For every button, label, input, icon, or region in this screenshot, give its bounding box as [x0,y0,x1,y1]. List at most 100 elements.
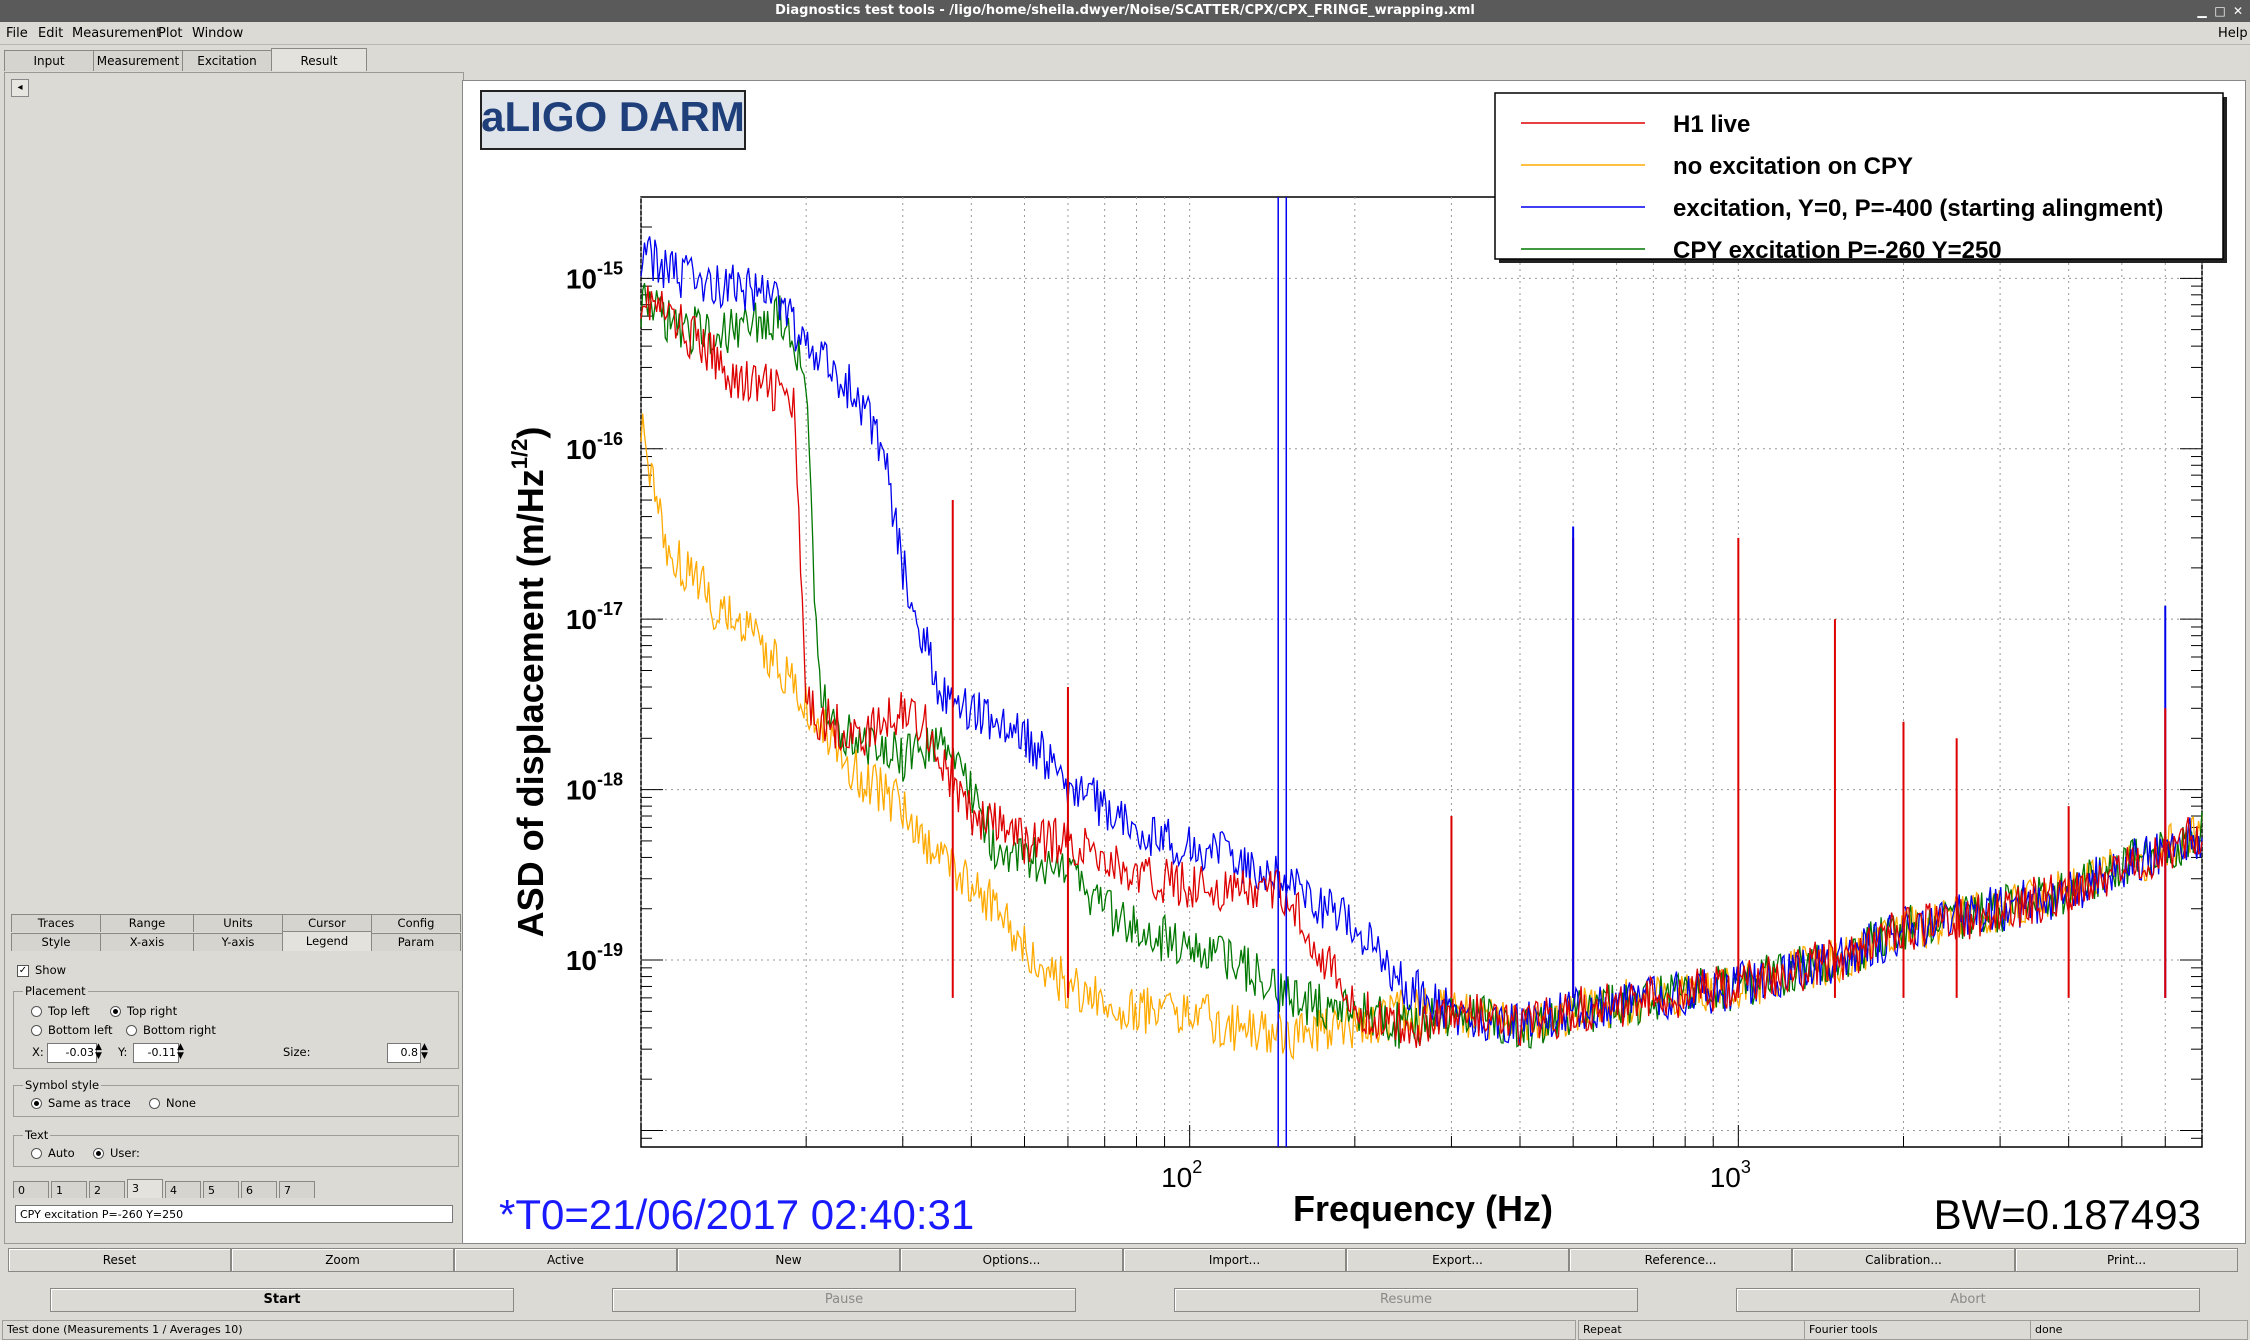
status-repeat: Repeat [1578,1320,1806,1340]
radio-text-auto[interactable]: Auto [31,1146,75,1160]
trace-tab-5[interactable]: 5 [203,1181,239,1198]
legend-entry-label: H1 live [1673,111,1750,138]
menu-plot[interactable]: Plot [158,26,183,41]
plot-canvas[interactable]: aLIGO DARM 10-15 10-16 10-17 10-18 10-19 102 10… [462,80,2246,1244]
size-spin-arrows-icon[interactable]: ▲ ▼ [421,1042,428,1061]
tab-measurement[interactable]: Measurement [93,50,183,71]
window-titlebar: Diagnostics test tools - /ligo/home/shei… [0,0,2250,22]
menu-help[interactable]: Help [2218,26,2248,41]
y-tick-label: 10-17 [566,599,623,635]
legend-entry-label: no excitation on CPY [1673,153,1913,180]
series-line-2 [640,236,2203,1046]
radio-text-user[interactable]: User: [93,1146,140,1160]
statusbar: Test done (Measurements 1 / Averages 10)… [0,1318,2250,1340]
menu-window[interactable]: Window [192,26,244,41]
menubar: File Edit Measurement Plot Window Help [0,22,2250,45]
tab-traces[interactable]: Traces [11,914,101,932]
active-button[interactable]: Active [454,1248,677,1272]
abort-button[interactable]: Abort [1736,1288,2200,1312]
y-position-input[interactable]: -0.11 [133,1043,179,1063]
x-tick-label: 102 [1161,1157,1202,1193]
x-axis-label: Frequency (Hz) [1293,1188,1553,1229]
tab-cursor[interactable]: Cursor [282,914,372,932]
top-left-label: Top left [48,1004,90,1018]
none-label: None [166,1096,197,1110]
radio-top-right[interactable]: Top right [110,1004,177,1018]
tab-input[interactable]: Input [4,50,94,71]
bandwidth-label: BW=0.187493 [1934,1191,2201,1238]
top-right-label: Top right [127,1004,178,1018]
start-button[interactable]: Start [50,1288,514,1312]
symbol-style-group [13,1085,459,1117]
trace-tab-4[interactable]: 4 [165,1181,201,1198]
tab-result[interactable]: Result [271,48,367,71]
plot-svg[interactable]: aLIGO DARM 10-15 10-16 10-17 10-18 10-19 102 10… [463,81,2245,1243]
tab-legend[interactable]: Legend [282,931,372,951]
reference-button[interactable]: Reference... [1569,1248,1792,1272]
trace-tab-0[interactable]: 0 [13,1181,49,1198]
t0-timestamp: *T0=21/06/2017 02:40:31 [499,1191,974,1238]
user-label: User: [110,1146,140,1160]
status-state: done [2030,1320,2248,1340]
x-spin-arrows-icon[interactable]: ▲ ▼ [95,1042,102,1061]
auto-label: Auto [48,1146,75,1160]
radio-same-as-trace[interactable]: Same as trace [31,1096,131,1110]
size-input[interactable]: 0.8 [387,1043,421,1063]
legend-entry-label: CPY excitation P=-260 Y=250 [1673,237,2002,264]
checkmark-icon: ✓ [17,964,29,977]
same-as-trace-label: Same as trace [48,1096,131,1110]
pause-button[interactable]: Pause [612,1288,1076,1312]
menu-measurement[interactable]: Measurement [72,26,162,41]
options-button[interactable]: Options... [900,1248,1123,1272]
menu-file[interactable]: File [6,26,28,41]
tab-x-axis[interactable]: X-axis [100,933,194,951]
radio-symbol-none[interactable]: None [149,1096,196,1110]
tab-style[interactable]: Style [11,933,101,951]
trace-tab-6[interactable]: 6 [241,1181,277,1198]
tab-range[interactable]: Range [100,914,194,932]
legend-box[interactable] [1494,92,2224,260]
show-label: Show [35,963,67,977]
text-title: Text [23,1128,51,1142]
import-button[interactable]: Import... [1123,1248,1346,1272]
tab-y-axis[interactable]: Y-axis [193,933,283,951]
resume-button[interactable]: Resume [1174,1288,1638,1312]
print-button[interactable]: Print... [2015,1248,2238,1272]
size-label: Size: [283,1045,311,1059]
calibration-button[interactable]: Calibration... [1792,1248,2015,1272]
radio-bottom-left[interactable]: Bottom left [31,1023,112,1037]
trace-tab-3[interactable]: 3 [127,1179,163,1198]
trace-tab-7[interactable]: 7 [279,1181,315,1198]
radio-bottom-right[interactable]: Bottom right [126,1023,216,1037]
trace-tab-2[interactable]: 2 [89,1181,125,1198]
tab-units[interactable]: Units [193,914,283,932]
y-spin-arrows-icon[interactable]: ▲ ▼ [177,1042,184,1061]
placement-title: Placement [23,984,88,998]
plot-frame [640,196,2203,1148]
legend-text-input[interactable]: CPY excitation P=-260 Y=250 [15,1205,453,1223]
minimize-icon[interactable]: ▁ [2197,4,2207,18]
y-tick-label: 10-18 [566,770,623,806]
series-line-0 [640,285,2203,1048]
tab-excitation[interactable]: Excitation [182,50,272,71]
badge-title: aLIGO DARM [481,93,745,140]
x-position-input[interactable]: -0.03 [47,1043,97,1063]
bottom-left-label: Bottom left [48,1023,113,1037]
trace-tab-1[interactable]: 1 [51,1181,87,1198]
menu-edit[interactable]: Edit [38,26,64,41]
x-label: X: [32,1045,44,1059]
tab-config[interactable]: Config [371,914,461,932]
reset-button[interactable]: Reset [8,1248,231,1272]
close-icon[interactable]: ✕ [2232,4,2244,18]
new-button[interactable]: New [677,1248,900,1272]
tab-param[interactable]: Param [371,933,461,951]
collapse-arrow-icon[interactable]: ◂ [11,79,29,97]
badge-box [480,90,746,150]
y-axis-label: ASD of displacement (m/Hz1/2) [507,427,551,938]
radio-top-left[interactable]: Top left [31,1004,90,1018]
show-checkbox[interactable]: ✓ Show [17,963,66,977]
maximize-icon[interactable]: □ [2214,4,2226,18]
y-tick-label: 10-15 [566,258,623,294]
zoom-button[interactable]: Zoom [231,1248,454,1272]
export-button[interactable]: Export... [1346,1248,1569,1272]
